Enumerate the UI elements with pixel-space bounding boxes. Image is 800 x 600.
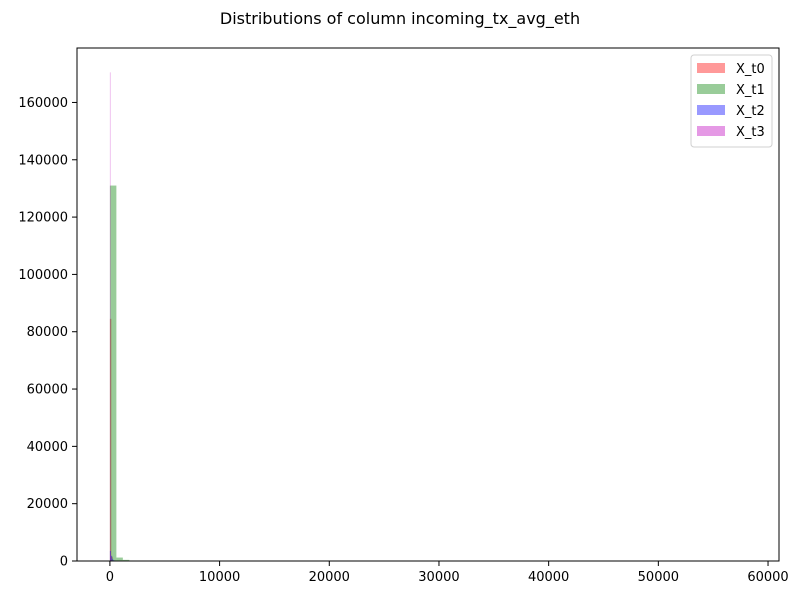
x-tick-label-4: 40000 [528, 570, 569, 585]
bar-X_t2-0 [109, 550, 112, 561]
legend-swatch-X_t1 [697, 84, 725, 94]
legend-label-X_t3: X_t3 [736, 125, 765, 140]
y-tick-label-3: 60000 [27, 383, 68, 398]
y-tick-label-0: 0 [60, 555, 68, 570]
legend-box [690, 54, 773, 148]
x-tick-label-1: 10000 [199, 570, 240, 585]
bars-layer [109, 72, 130, 561]
x-tick-label-6: 60000 [747, 570, 788, 585]
bar-X_t2-2 [112, 558, 114, 561]
legend-label-X_t1: X_t1 [736, 83, 765, 98]
y-tick-label-5: 100000 [18, 268, 68, 283]
bar-X_t0-0 [109, 318, 112, 561]
bar-X_t1-2 [122, 559, 130, 561]
x-axis: 0 10000 20000 30000 40000 50000 60000 [106, 561, 789, 585]
y-tick-label-8: 160000 [18, 96, 68, 111]
legend: X_t0 X_t1 X_t2 X_t3 [690, 54, 773, 148]
bar-X_t1-0 [109, 185, 117, 561]
legend-swatch-X_t2 [697, 105, 725, 115]
y-axis: 0 20000 40000 60000 80000 100000 120000 140000 1… [18, 96, 77, 570]
bar-X_t1-1 [116, 557, 123, 561]
bar-X_t0-1 [111, 556, 113, 561]
legend-label-X_t2: X_t2 [736, 104, 765, 119]
x-tick-label-0: 0 [106, 570, 114, 585]
bar-X_t3-1 [110, 555, 111, 561]
y-tick-label-7: 140000 [18, 153, 68, 168]
y-tick-label-1: 20000 [27, 497, 68, 512]
plot-frame [76, 47, 780, 562]
y-tick-label-6: 120000 [18, 211, 68, 226]
y-tick-label-4: 80000 [27, 325, 68, 340]
x-tick-label-5: 50000 [638, 570, 679, 585]
y-tick-label-2: 40000 [27, 440, 68, 455]
legend-swatch-X_t3 [697, 126, 725, 136]
legend-swatch-X_t0 [697, 63, 725, 73]
legend-label-X_t0: X_t0 [736, 62, 765, 77]
x-tick-label-2: 20000 [309, 570, 350, 585]
chart-title: Distributions of column incoming_tx_avg_… [219, 9, 581, 28]
bar-X_t3-0 [109, 72, 111, 561]
bar-X_t2-1 [111, 555, 113, 561]
x-tick-label-3: 30000 [418, 570, 459, 585]
